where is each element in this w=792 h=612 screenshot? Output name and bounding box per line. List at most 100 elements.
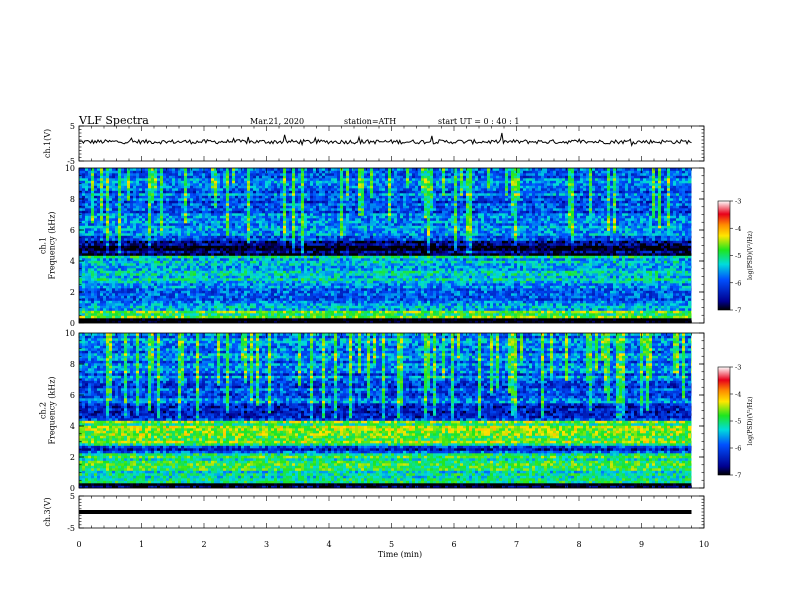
spectrogram-cell xyxy=(193,296,196,299)
spectrogram-cell xyxy=(253,208,256,211)
spectrogram-cell xyxy=(277,211,280,214)
spectrogram-cell xyxy=(214,311,217,314)
spectrogram-cell xyxy=(94,271,97,274)
spectrogram-cell xyxy=(220,311,223,314)
spectrogram-cell xyxy=(142,188,145,191)
spectrogram-cell xyxy=(124,198,127,201)
spectrogram-cell xyxy=(283,288,286,291)
spectrogram-cell xyxy=(304,301,307,304)
spectrogram-cell xyxy=(235,171,238,174)
spectrogram-cell xyxy=(241,296,244,299)
spectrogram-cell xyxy=(241,178,244,181)
spectrogram-cell xyxy=(238,318,241,321)
spectrogram-cell xyxy=(169,178,172,181)
spectrogram-cell xyxy=(217,243,220,246)
spectrogram-cell xyxy=(283,263,286,266)
spectrogram-cell xyxy=(238,196,241,199)
spectrogram-cell xyxy=(277,306,280,309)
spectrogram-cell xyxy=(244,241,247,244)
spectrogram-cell xyxy=(280,223,283,226)
spectrogram-cell xyxy=(250,291,253,294)
spectrogram-cell xyxy=(217,168,220,171)
spectrogram-cell xyxy=(310,318,313,321)
spectrogram-cell xyxy=(307,211,310,214)
spectrogram-cell xyxy=(202,196,205,199)
spectrogram-cell xyxy=(172,171,175,174)
spectrogram-cell xyxy=(154,271,157,274)
spectrogram-cell xyxy=(211,278,214,281)
spectrogram-cell xyxy=(184,176,187,179)
spectrogram-cell xyxy=(178,226,181,229)
spectrogram-cell xyxy=(250,286,253,289)
spectrogram-cell xyxy=(169,206,172,209)
spectrogram-cell xyxy=(169,216,172,219)
spectrogram-cell xyxy=(100,283,103,286)
spectrogram-cell xyxy=(115,238,118,241)
spectrogram-cell xyxy=(118,228,121,231)
spectrogram-cell xyxy=(241,283,244,286)
spectrogram-cell xyxy=(208,236,211,239)
spectrogram-cell xyxy=(163,203,166,206)
spectrogram-cell xyxy=(139,203,142,206)
spectrogram-cell xyxy=(136,196,139,199)
spectrogram-cell xyxy=(202,283,205,286)
spectrogram-cell xyxy=(82,231,85,234)
spectrogram-cell xyxy=(85,181,88,184)
spectrogram-cell xyxy=(232,281,235,284)
spectrogram-cell xyxy=(142,176,145,179)
spectrogram-cell xyxy=(304,283,307,286)
spectrogram-cell xyxy=(136,268,139,271)
spectrogram-cell xyxy=(199,301,202,304)
spectrogram-cell xyxy=(292,303,295,306)
spectrogram-cell xyxy=(253,246,256,249)
spectrogram-cell xyxy=(262,306,265,309)
spectrogram-cell xyxy=(277,238,280,241)
spectrogram-cell xyxy=(154,236,157,239)
spectrogram-cell xyxy=(247,168,250,171)
spectrogram-cell xyxy=(226,316,229,319)
spectrogram-cell xyxy=(133,238,136,241)
spectrogram-cell xyxy=(121,248,124,251)
spectrogram-cell xyxy=(118,293,121,296)
spectrogram-cell xyxy=(127,173,130,176)
spectrogram-cell xyxy=(205,218,208,221)
spectrogram-cell xyxy=(166,318,169,321)
spectrogram-cell xyxy=(280,281,283,284)
spectrogram-cell xyxy=(91,283,94,286)
spectrogram-cell xyxy=(160,196,163,199)
spectrogram-cell xyxy=(262,201,265,204)
spectrogram-cell xyxy=(301,188,304,191)
spectrogram-cell xyxy=(91,181,94,184)
spectrogram-cell xyxy=(115,251,118,254)
spectrogram-cell xyxy=(190,308,193,311)
spectrogram-cell xyxy=(208,193,211,196)
spectrogram-cell xyxy=(184,248,187,251)
spectrogram-cell xyxy=(214,276,217,279)
spectrogram-cell xyxy=(208,226,211,229)
spectrogram-cell xyxy=(88,286,91,289)
spectrogram-cell xyxy=(172,306,175,309)
spectrogram-cell xyxy=(163,233,166,236)
spectrogram-cell xyxy=(298,181,301,184)
spectrogram-cell xyxy=(238,271,241,274)
spectrogram-cell xyxy=(121,236,124,239)
spectrogram-cell xyxy=(181,281,184,284)
spectrogram-cell xyxy=(223,311,226,314)
spectrogram-cell xyxy=(145,296,148,299)
spectrogram-cell xyxy=(268,318,271,321)
spectrogram-cell xyxy=(301,281,304,284)
spectrogram-cell xyxy=(247,186,250,189)
spectrogram-cell xyxy=(106,253,109,256)
spectrogram-cell xyxy=(172,291,175,294)
spectrogram-cell xyxy=(163,258,166,261)
spectrogram-cell xyxy=(145,236,148,239)
spectrogram-cell xyxy=(184,173,187,176)
spectrogram-cell xyxy=(277,288,280,291)
spectrogram-cell xyxy=(157,256,160,259)
spectrogram-cell xyxy=(169,181,172,184)
spectrogram-cell xyxy=(97,223,100,226)
spectrogram-cell xyxy=(157,183,160,186)
spectrogram-cell xyxy=(274,251,277,254)
spectrogram-cell xyxy=(94,246,97,249)
spectrogram-cell xyxy=(211,173,214,176)
